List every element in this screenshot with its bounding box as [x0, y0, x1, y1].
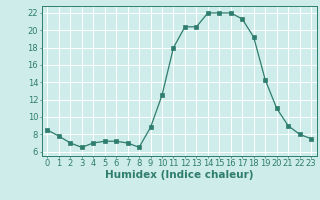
X-axis label: Humidex (Indice chaleur): Humidex (Indice chaleur) — [105, 170, 253, 180]
